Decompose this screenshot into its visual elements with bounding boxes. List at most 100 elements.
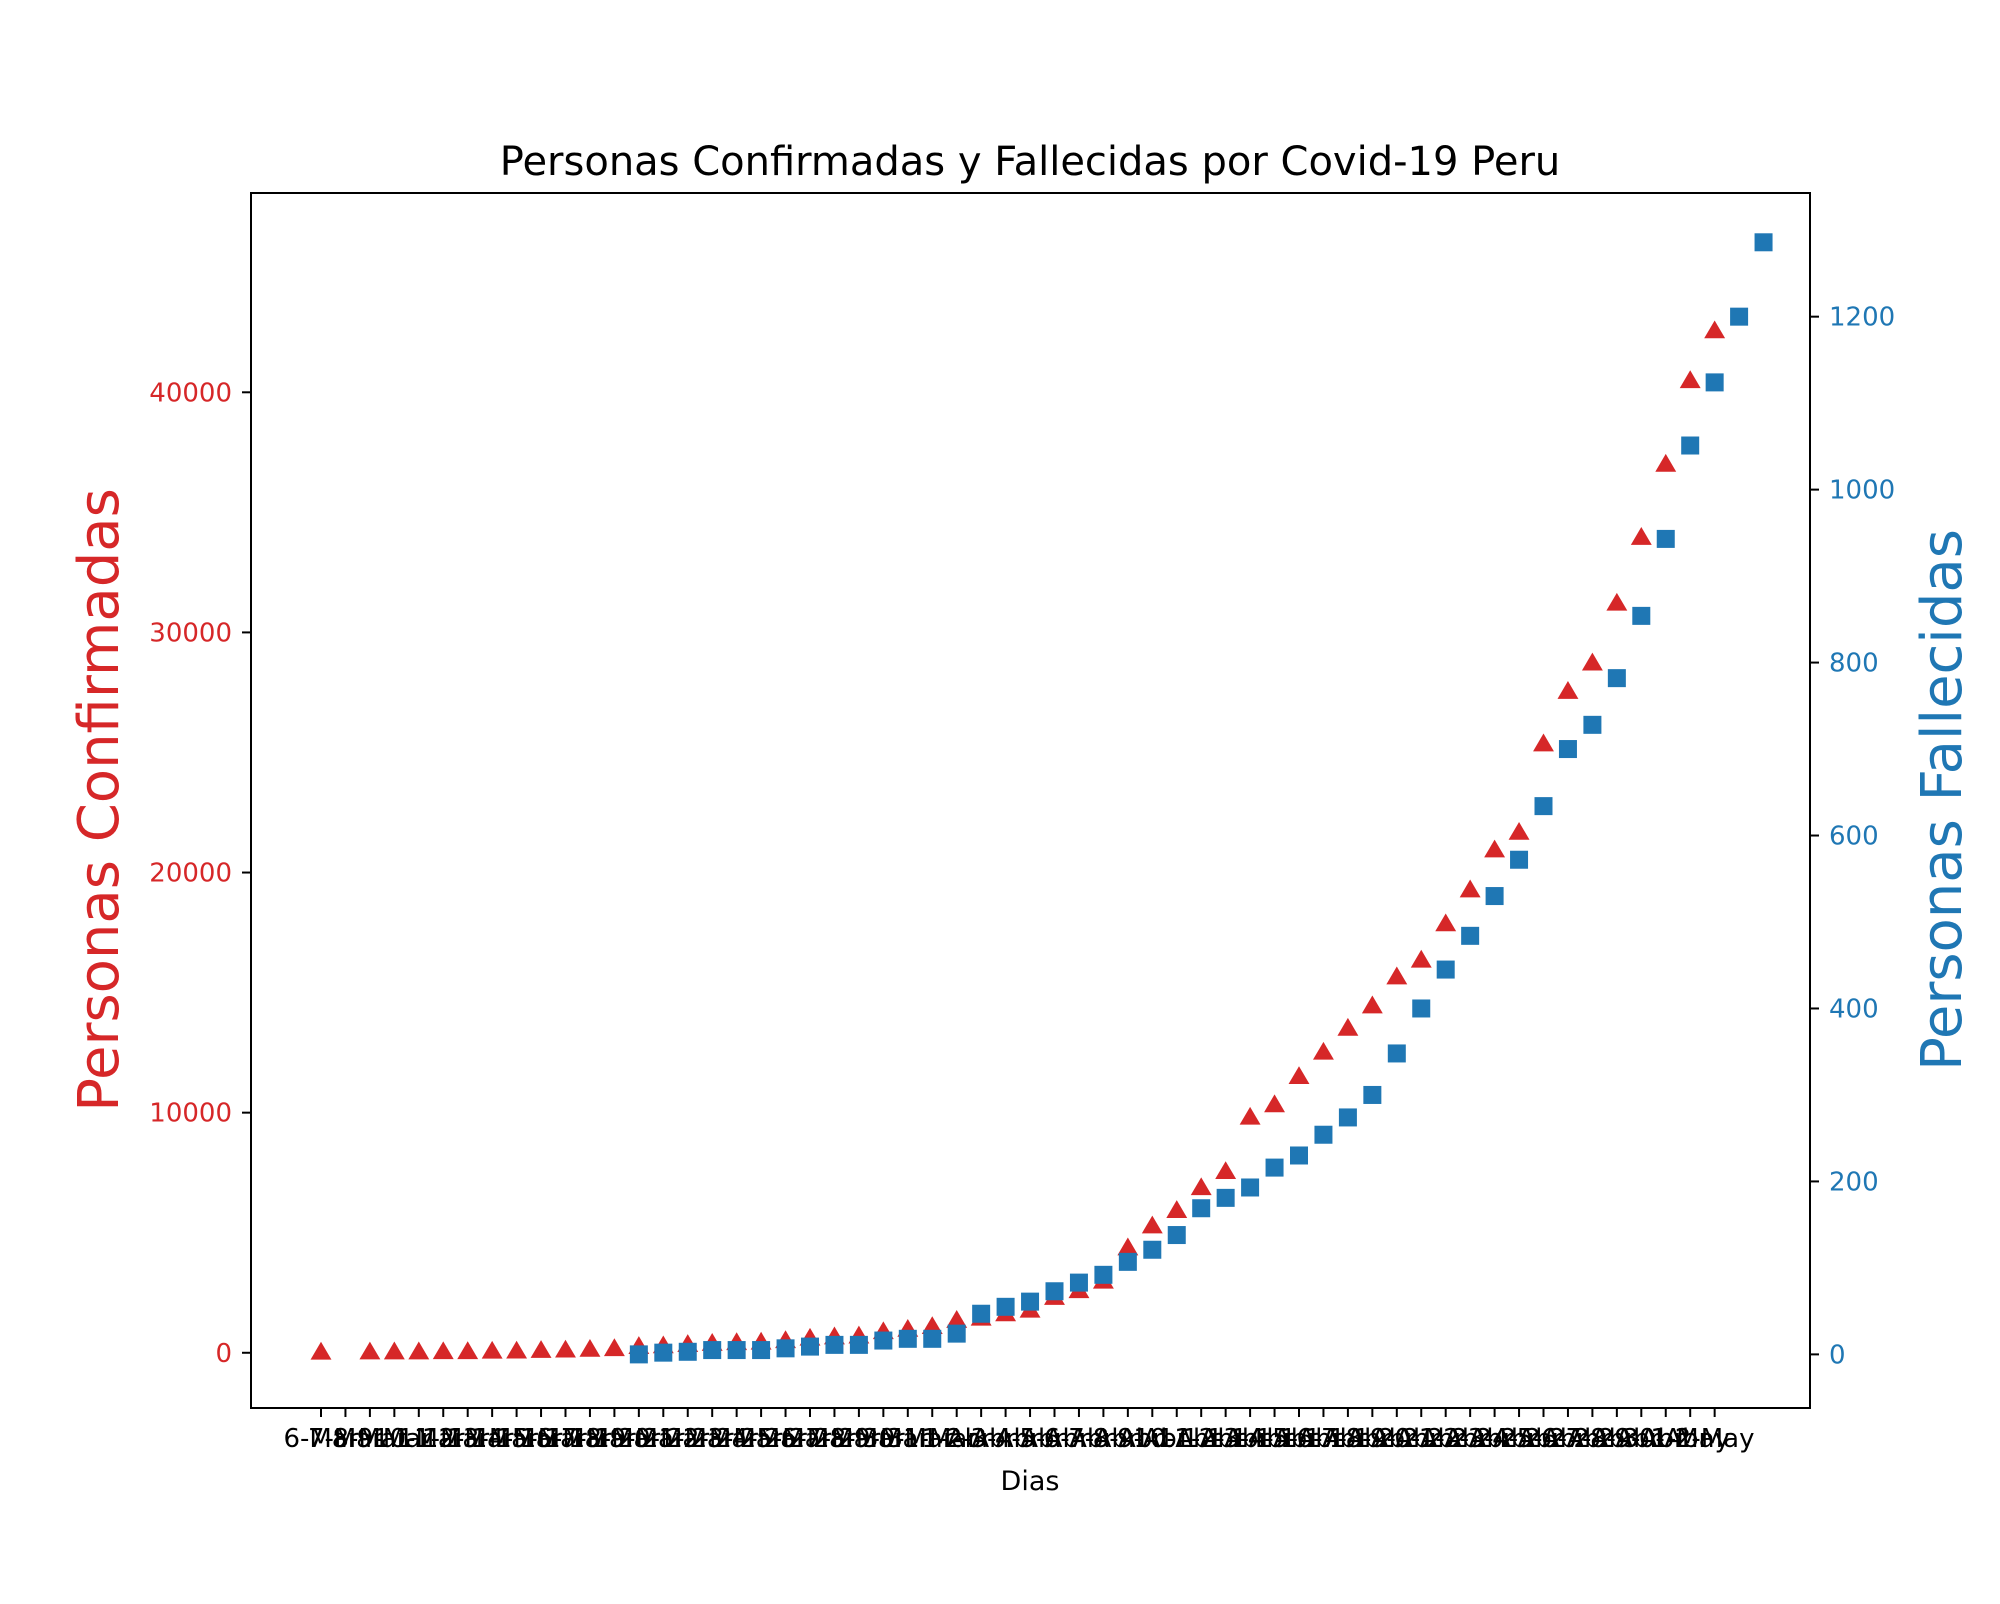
x-tick-label: 20-Mar — [618, 1424, 710, 1454]
deaths-point — [1412, 999, 1431, 1018]
confirmed-point — [457, 1341, 479, 1360]
confirmed-point — [1361, 995, 1383, 1014]
deaths-point — [1143, 1240, 1162, 1259]
deaths-point — [1265, 1158, 1284, 1177]
confirmed-point — [1630, 527, 1652, 545]
confirmed-point — [1435, 913, 1457, 932]
deaths-point — [1681, 436, 1700, 455]
deaths-point — [1314, 1125, 1333, 1144]
x-tick-label: 24-Abr — [1476, 1424, 1563, 1454]
right-y-tick-label: 400 — [1829, 994, 1879, 1024]
x-tick-label: 19-Mar — [593, 1424, 685, 1454]
x-tick-label: 1-Abr — [922, 1424, 993, 1454]
confirmed-point — [1533, 733, 1554, 752]
confirmed-point — [359, 1341, 381, 1360]
confirmed-point — [1581, 652, 1603, 671]
x-tick-label: 24-Mar — [715, 1424, 807, 1454]
x-tick-label: 10-Abr — [1133, 1424, 1220, 1454]
x-tick-label: 14-Abr — [1231, 1424, 1318, 1454]
confirmed-point — [481, 1340, 503, 1359]
x-tick-label: 31-Mar — [886, 1424, 978, 1454]
deaths-point — [1045, 1282, 1064, 1301]
deaths-point — [1754, 233, 1773, 252]
deaths-point — [1705, 373, 1724, 392]
x-tick-label: 15-Abr — [1256, 1424, 1343, 1454]
x-tick-label: 2-Abr — [946, 1424, 1017, 1454]
x-tick-label: 26-Mar — [764, 1424, 856, 1454]
x-tick-label: 30-Abr — [1622, 1424, 1709, 1454]
deaths-point — [1583, 715, 1602, 734]
confirmed-point — [946, 1310, 968, 1328]
confirmed-point — [1215, 1161, 1237, 1180]
deaths-point — [1730, 307, 1749, 326]
x-tick-label: 28-Mar — [813, 1424, 905, 1454]
confirmed-point — [383, 1341, 405, 1360]
x-tick-label: 15-Mar — [495, 1424, 587, 1454]
x-tick-label: 21-Mar — [642, 1424, 734, 1454]
deaths-point — [898, 1329, 917, 1348]
deaths-point — [1461, 926, 1480, 945]
confirmed-point — [603, 1338, 625, 1357]
x-tick-label: 9-Abr — [1117, 1424, 1188, 1454]
deaths-point — [849, 1335, 868, 1354]
x-tick-label: 26-Abr — [1525, 1424, 1612, 1454]
deaths-point — [776, 1339, 795, 1358]
x-tick-label: 30-Mar — [862, 1424, 954, 1454]
deaths-point — [1558, 740, 1577, 759]
confirmed-point — [1459, 879, 1481, 898]
left-y-axis: 0 10000 20000 30000 40000 — [149, 378, 251, 1369]
x-tick-label: 25-Abr — [1500, 1424, 1587, 1454]
confirmed-point — [1166, 1200, 1188, 1218]
confirmed-point — [1606, 592, 1628, 611]
deaths-point — [1387, 1044, 1406, 1063]
confirmed-point — [1386, 966, 1408, 985]
deaths-point — [752, 1341, 771, 1360]
left-y-tick-label: 10000 — [149, 1099, 232, 1129]
x-tick-label: 27-Abr — [1549, 1424, 1636, 1454]
x-tick-label: 8-Abr — [1093, 1424, 1164, 1454]
deaths-point — [923, 1329, 942, 1348]
confirmed-point — [1484, 839, 1506, 858]
deaths-point — [654, 1343, 673, 1362]
x-tick-label: 29-Abr — [1598, 1424, 1685, 1454]
confirmed-point — [1288, 1066, 1310, 1085]
x-tick-label: 14-Mar — [471, 1424, 563, 1454]
deaths-point — [703, 1341, 722, 1360]
deaths-point — [1363, 1085, 1382, 1104]
x-tick-label: 7-Abr — [1068, 1424, 1139, 1454]
x-tick-label: 11-Abr — [1158, 1424, 1245, 1454]
x-tick-label: 9-Mar — [357, 1424, 432, 1454]
right-y-tick-label: 0 — [1829, 1340, 1846, 1370]
x-tick-label: 25-Mar — [740, 1424, 832, 1454]
confirmed-point — [1117, 1237, 1139, 1256]
x-tick-label: 27-Mar — [789, 1424, 881, 1454]
x-axis: 6-Mar7-Mar8-Mar9-Mar10-Mar11-Mar12-Mar13… — [284, 1408, 1755, 1454]
confirmed-point — [1264, 1094, 1285, 1113]
x-tick-label: 17-Mar — [544, 1424, 636, 1454]
x-tick-label: 22-Abr — [1427, 1424, 1514, 1454]
deaths-point — [1607, 669, 1626, 688]
x-tick-label: 6-Mar — [284, 1424, 359, 1454]
x-tick-label: 17-Abr — [1304, 1424, 1391, 1454]
deaths-point — [1021, 1292, 1040, 1311]
confirmed-point — [408, 1341, 430, 1360]
x-tick-label: 13-Abr — [1207, 1424, 1294, 1454]
confirmed-point — [1655, 453, 1677, 472]
x-tick-label: 23-Abr — [1451, 1424, 1538, 1454]
x-tick-label: 23-Mar — [691, 1424, 783, 1454]
x-tick-label: 1-May — [1650, 1424, 1730, 1454]
x-tick-label: 4-Abr — [995, 1424, 1066, 1454]
right-y-tick-label: 200 — [1829, 1167, 1879, 1197]
x-tick-label: 2-May — [1675, 1424, 1755, 1454]
deaths-point — [1338, 1108, 1357, 1127]
deaths-point — [1510, 850, 1529, 869]
confirmed-point — [1704, 320, 1726, 339]
x-tick-label: 11-Mar — [397, 1424, 489, 1454]
right-y-tick-label: 1200 — [1829, 303, 1895, 333]
right-y-tick-label: 800 — [1829, 649, 1879, 679]
confirmed-point — [555, 1339, 576, 1358]
left-y-tick-label: 0 — [215, 1339, 232, 1369]
x-tick-label: 22-Mar — [666, 1424, 758, 1454]
x-tick-label: 16-Mar — [520, 1424, 612, 1454]
x-tick-label: 28-Abr — [1573, 1424, 1660, 1454]
